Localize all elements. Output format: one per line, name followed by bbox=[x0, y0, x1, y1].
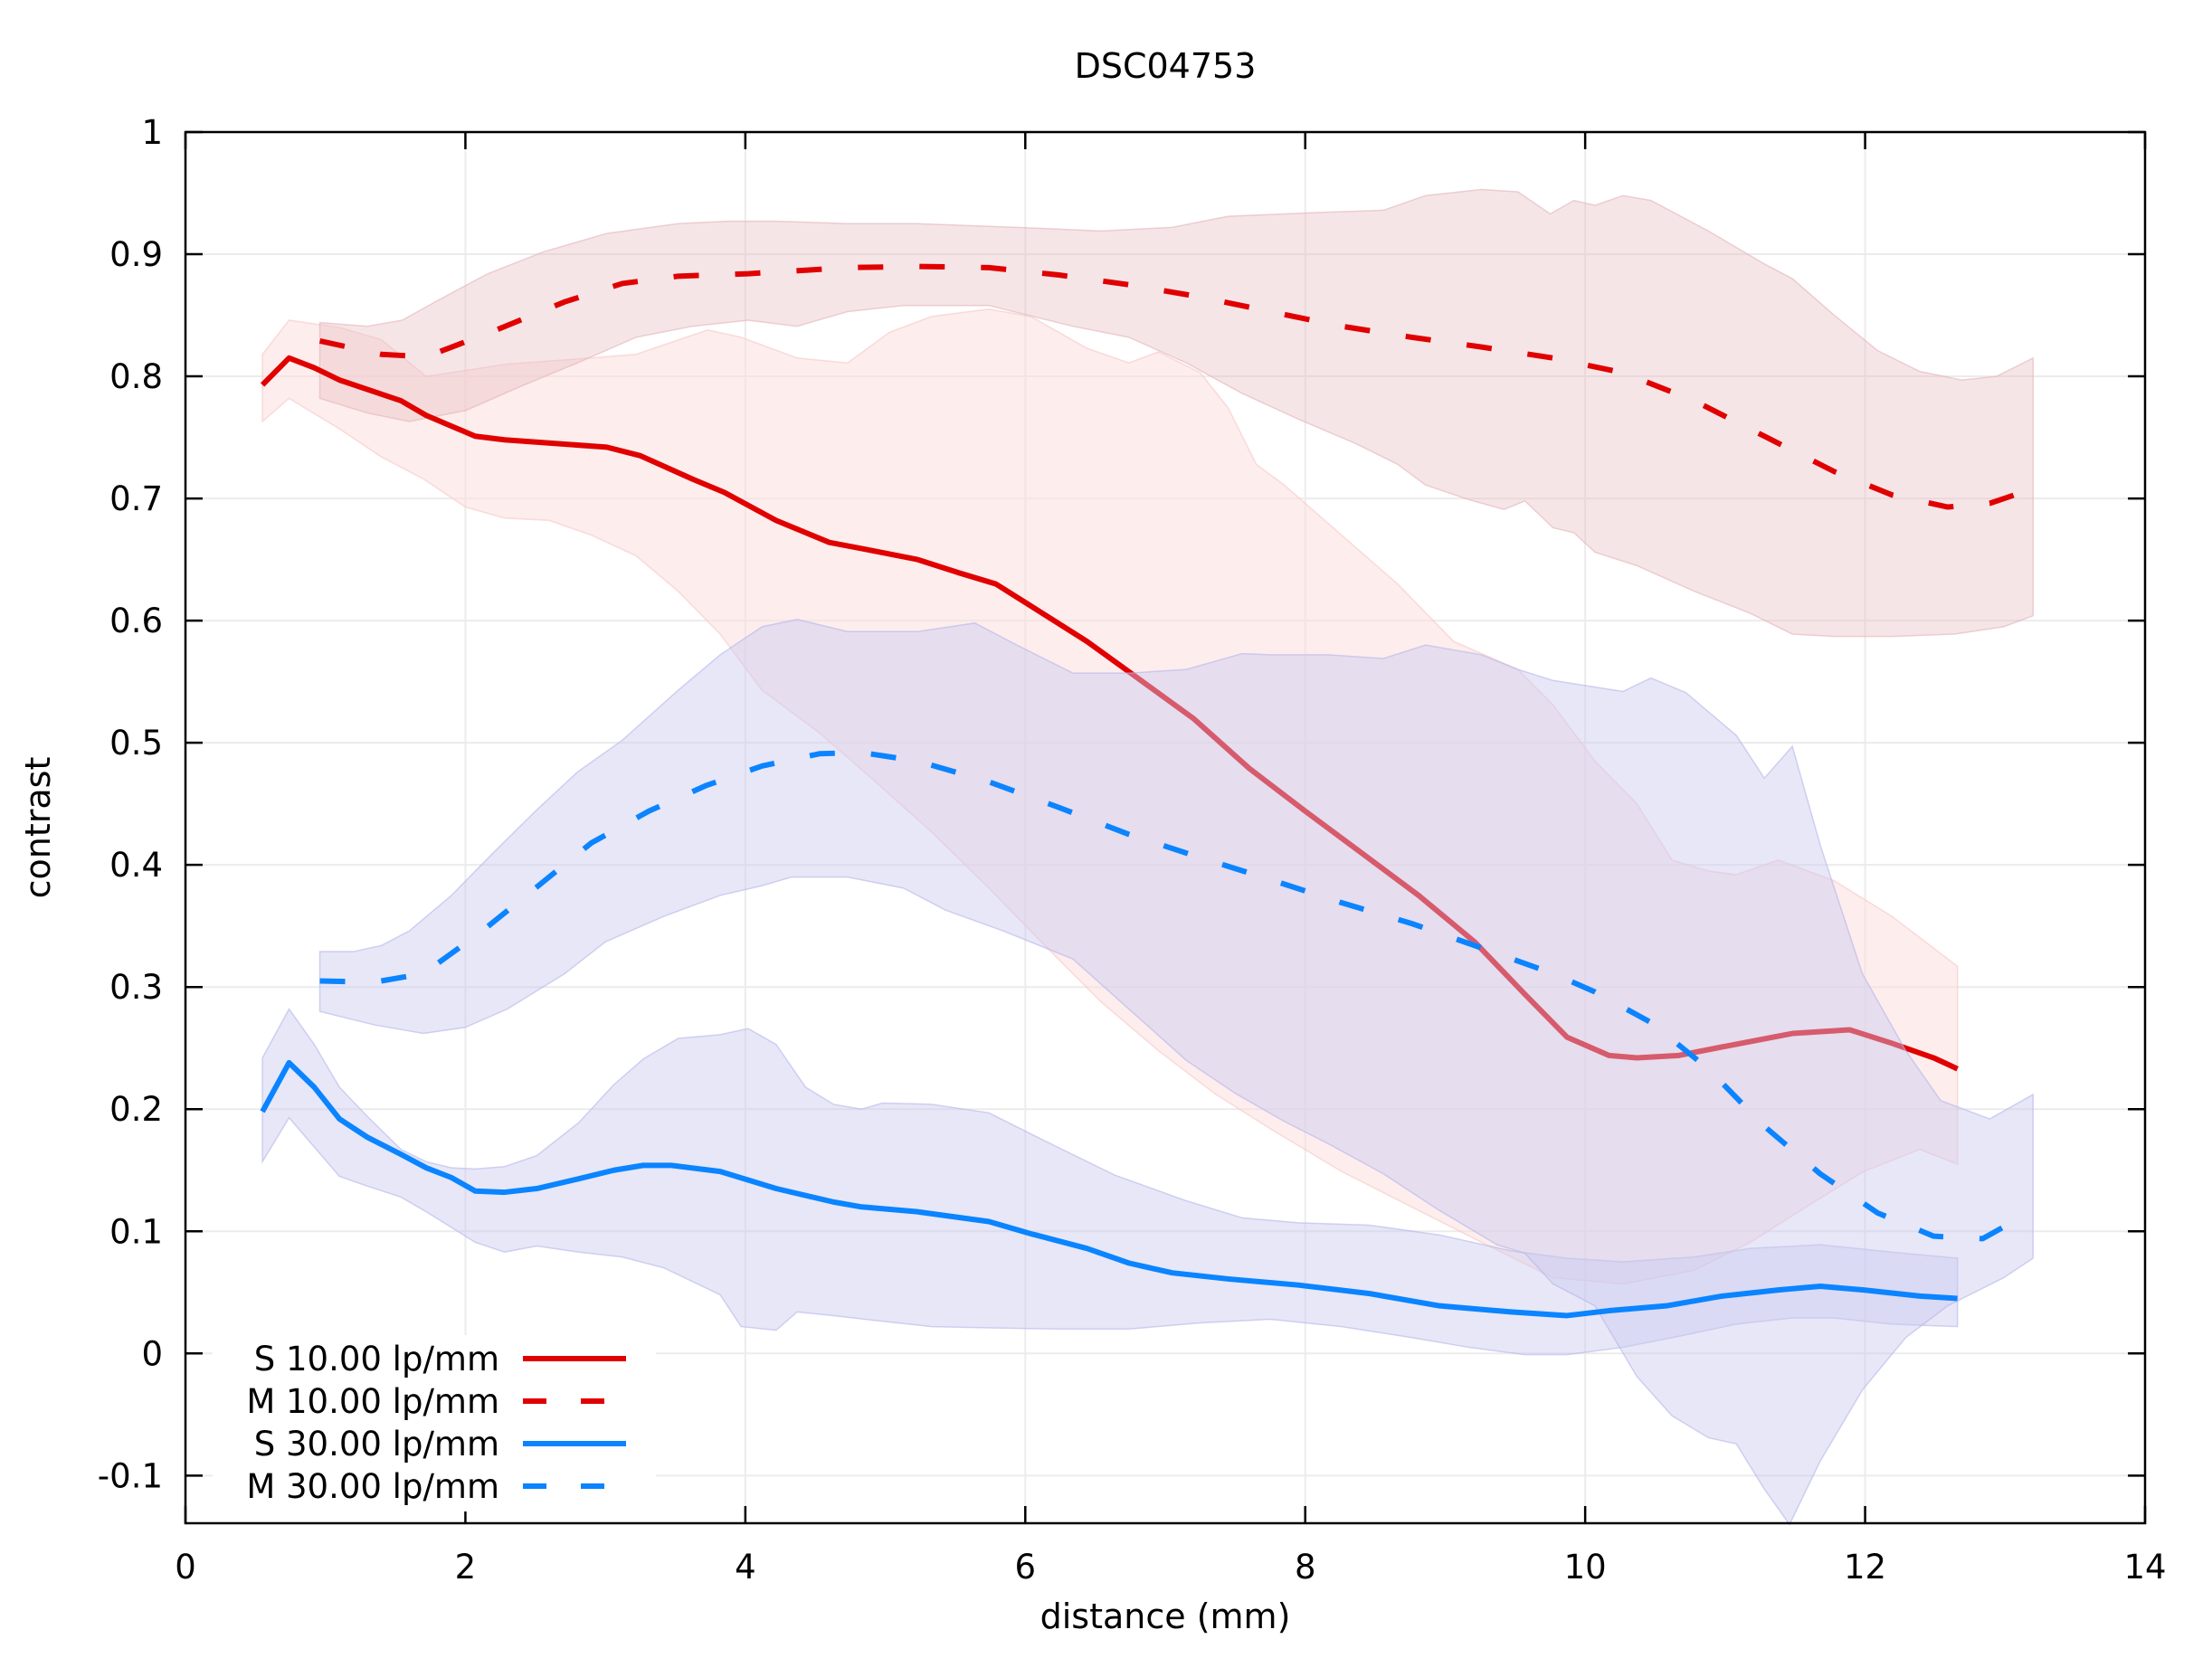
band-s10 bbox=[261, 308, 1959, 1285]
series-line-s30 bbox=[260, 1059, 1958, 1319]
x-tick-labels: 0 2 4 6 8 10 12 14 bbox=[175, 1548, 2166, 1587]
x-tick-label: 4 bbox=[735, 1548, 756, 1587]
legend-label: S 10.00 lp/mm bbox=[254, 1340, 499, 1379]
series-line-m30 bbox=[319, 749, 2035, 1242]
y-tick-label: 0.3 bbox=[109, 968, 163, 1007]
y-tick-label: 1 bbox=[141, 113, 163, 152]
legend-label: M 30.00 lp/mm bbox=[246, 1467, 499, 1506]
x-tick-label: 0 bbox=[175, 1548, 196, 1587]
y-tick-label: 0.5 bbox=[109, 724, 163, 763]
blue-bands bbox=[261, 619, 2034, 1526]
band-m30 bbox=[318, 619, 2034, 1526]
y-tick-label: 0.8 bbox=[109, 357, 163, 396]
x-tick-label: 6 bbox=[1015, 1548, 1037, 1587]
legend-background bbox=[213, 1335, 656, 1511]
y-tick-label: 0.4 bbox=[109, 846, 163, 885]
red-bands bbox=[261, 188, 2034, 1285]
series-line-s10 bbox=[260, 355, 1959, 1072]
y-tick-label: -0.1 bbox=[98, 1456, 163, 1495]
y-tick-label: 0.2 bbox=[109, 1090, 163, 1129]
axis-ticks bbox=[184, 130, 2147, 1523]
legend-label: S 30.00 lp/mm bbox=[254, 1425, 499, 1464]
x-tick-label: 12 bbox=[1844, 1548, 1886, 1587]
plot-frame bbox=[184, 130, 2147, 1525]
chart-title: DSC04753 bbox=[1075, 46, 1257, 86]
y-tick-label: 0.1 bbox=[109, 1212, 163, 1251]
x-tick-label: 8 bbox=[1295, 1548, 1316, 1587]
y-tick-label: 0.7 bbox=[109, 479, 163, 518]
y-tick-label: 0.6 bbox=[109, 602, 163, 640]
band-m10 bbox=[318, 188, 2034, 638]
legend-item-m10: M 10.00 lp/mm bbox=[246, 1382, 626, 1421]
legend-label: M 10.00 lp/mm bbox=[246, 1382, 499, 1421]
band-s30 bbox=[261, 1008, 1959, 1356]
legend-item-s10: S 10.00 lp/mm bbox=[254, 1340, 626, 1379]
legend-item-s30: S 30.00 lp/mm bbox=[254, 1425, 626, 1464]
y-tick-label: 0 bbox=[141, 1334, 163, 1373]
x-tick-label: 2 bbox=[455, 1548, 477, 1587]
y-tick-label: 0.9 bbox=[109, 235, 163, 274]
x-tick-label: 14 bbox=[2123, 1548, 2166, 1587]
y-axis-label: contrast bbox=[18, 757, 58, 899]
x-tick-label: 10 bbox=[1564, 1548, 1607, 1587]
blue-lines bbox=[260, 749, 2035, 1319]
y-tick-labels: 1 0.9 0.8 0.7 0.6 0.5 0.4 0.3 0.2 0.1 0 -0.1 bbox=[98, 113, 163, 1495]
x-axis-label: distance (mm) bbox=[1040, 1596, 1291, 1636]
legend: S 10.00 lp/mm M 10.00 lp/mm S 30.00 lp/m… bbox=[213, 1335, 656, 1511]
red-lines bbox=[260, 263, 2035, 1072]
legend-item-m30: M 30.00 lp/mm bbox=[246, 1467, 626, 1506]
